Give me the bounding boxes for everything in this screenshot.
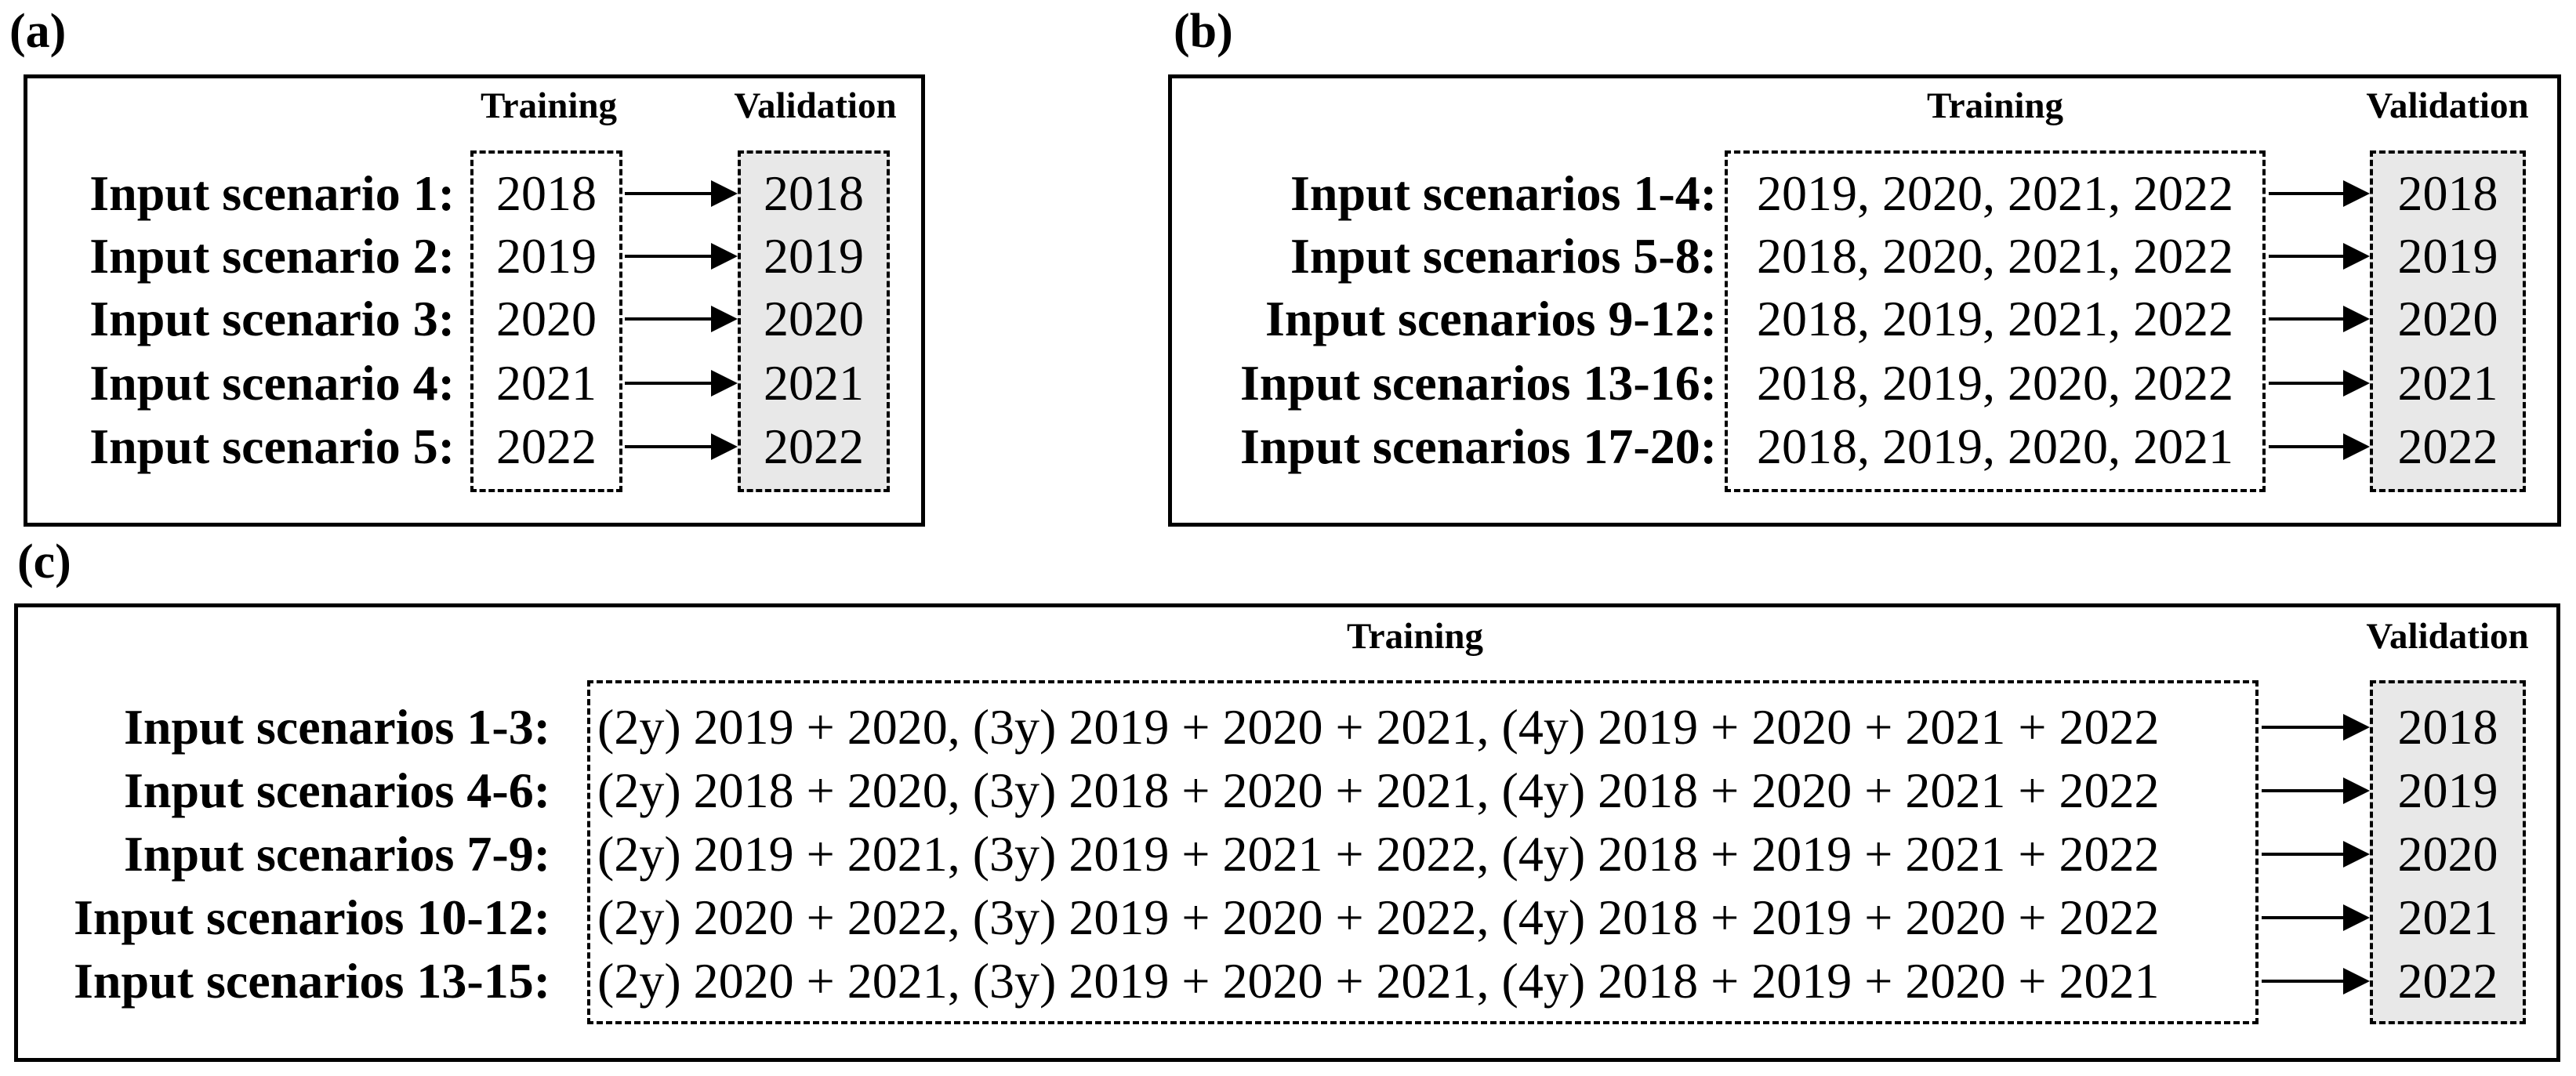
training-years: (2y) 2018 + 2020, (3y) 2018 + 2020 + 202… [597,763,2160,818]
arrow-icon [2269,243,2370,270]
arrow-icon [625,306,738,332]
panel-c-training-header: Training [1346,616,1484,657]
training-years: 2018, 2019, 2020, 2022 [1757,355,2233,411]
arrow-icon [2262,841,2370,868]
training-years: 2019, 2020, 2021, 2022 [1757,165,2233,221]
panel-b-validation-box [2370,150,2526,492]
panel-b-training-header: Training [1926,85,2064,126]
arrow-icon [2262,904,2370,931]
scenario-row-label: Input scenarios 13-16: [1239,355,1717,411]
panel-c-validation-header: Validation [2366,616,2529,657]
training-years: 2018, 2020, 2021, 2022 [1757,228,2233,284]
scenario-row-label: Input scenario 1: [89,165,455,221]
validation-year: 2020 [764,291,864,346]
panel-a-training-box [470,150,622,492]
scenario-row-label: Input scenario 4: [89,355,455,411]
panel-a-validation-box [738,150,890,492]
scenario-row-label: Input scenarios 13-15: [73,953,550,1009]
scenario-row-label: Input scenarios 5-8: [1290,228,1717,284]
scenario-row-label: Input scenarios 7-9: [123,826,550,882]
validation-year: 2022 [2397,418,2498,474]
validation-year: 2019 [764,228,864,284]
scenario-row-label: Input scenarios 1-3: [123,699,550,755]
scenario-row-label: Input scenarios 17-20: [1239,418,1717,474]
arrow-icon [625,243,738,270]
arrow-icon [2269,433,2370,460]
panel-a-tag: (a) [9,5,67,58]
validation-year: 2019 [2397,228,2498,284]
training-years: 2019 [496,228,597,284]
arrow-icon [625,180,738,207]
panel-a-validation-header: Validation [734,85,897,126]
validation-year: 2020 [2397,826,2498,882]
arrow-icon [2262,968,2370,994]
arrow-icon [625,433,738,460]
panel-b-box [1168,74,2561,527]
validation-year: 2019 [2397,763,2498,818]
training-years: (2y) 2019 + 2020, (3y) 2019 + 2020 + 202… [597,699,2160,755]
arrow-icon [2262,714,2370,741]
training-years: 2018 [496,165,597,221]
training-years: 2018, 2019, 2021, 2022 [1757,291,2233,346]
scenario-row-label: Input scenarios 4-6: [123,763,550,818]
panel-b-validation-header: Validation [2366,85,2529,126]
validation-year: 2018 [764,165,864,221]
validation-year: 2021 [2397,355,2498,411]
panel-c-tag: (c) [17,535,71,589]
training-years: 2018, 2019, 2020, 2021 [1757,418,2233,474]
scenario-row-label: Input scenarios 9-12: [1264,291,1717,346]
panel-c-training-box [587,680,2259,1024]
scenario-row-label: Input scenario 5: [89,418,455,474]
validation-year: 2021 [764,355,864,411]
scenario-row-label: Input scenario 3: [89,291,455,346]
validation-year: 2021 [2397,889,2498,945]
arrow-icon [2262,777,2370,804]
panel-c-validation-box [2370,680,2526,1024]
validation-year: 2020 [2397,291,2498,346]
training-years: (2y) 2019 + 2021, (3y) 2019 + 2021 + 202… [597,826,2160,882]
validation-year: 2022 [2397,953,2498,1009]
panel-c-box [14,603,2560,1062]
arrow-icon [625,370,738,397]
arrow-icon [2269,306,2370,332]
scenario-row-label: Input scenarios 1-4: [1290,165,1717,221]
panel-b-training-box [1725,150,2266,492]
scenario-row-label: Input scenarios 10-12: [73,889,550,945]
training-years: (2y) 2020 + 2022, (3y) 2019 + 2020 + 202… [597,889,2160,945]
validation-year: 2022 [764,418,864,474]
scenario-row-label: Input scenario 2: [89,228,455,284]
training-years: 2020 [496,291,597,346]
validation-year: 2018 [2397,165,2498,221]
training-years: 2021 [496,355,597,411]
panel-b-tag: (b) [1174,5,1233,58]
arrow-icon [2269,180,2370,207]
arrow-icon [2269,370,2370,397]
training-years: 2022 [496,418,597,474]
training-years: (2y) 2020 + 2021, (3y) 2019 + 2020 + 202… [597,953,2160,1009]
validation-year: 2018 [2397,699,2498,755]
panel-a-training-header: Training [480,85,618,126]
